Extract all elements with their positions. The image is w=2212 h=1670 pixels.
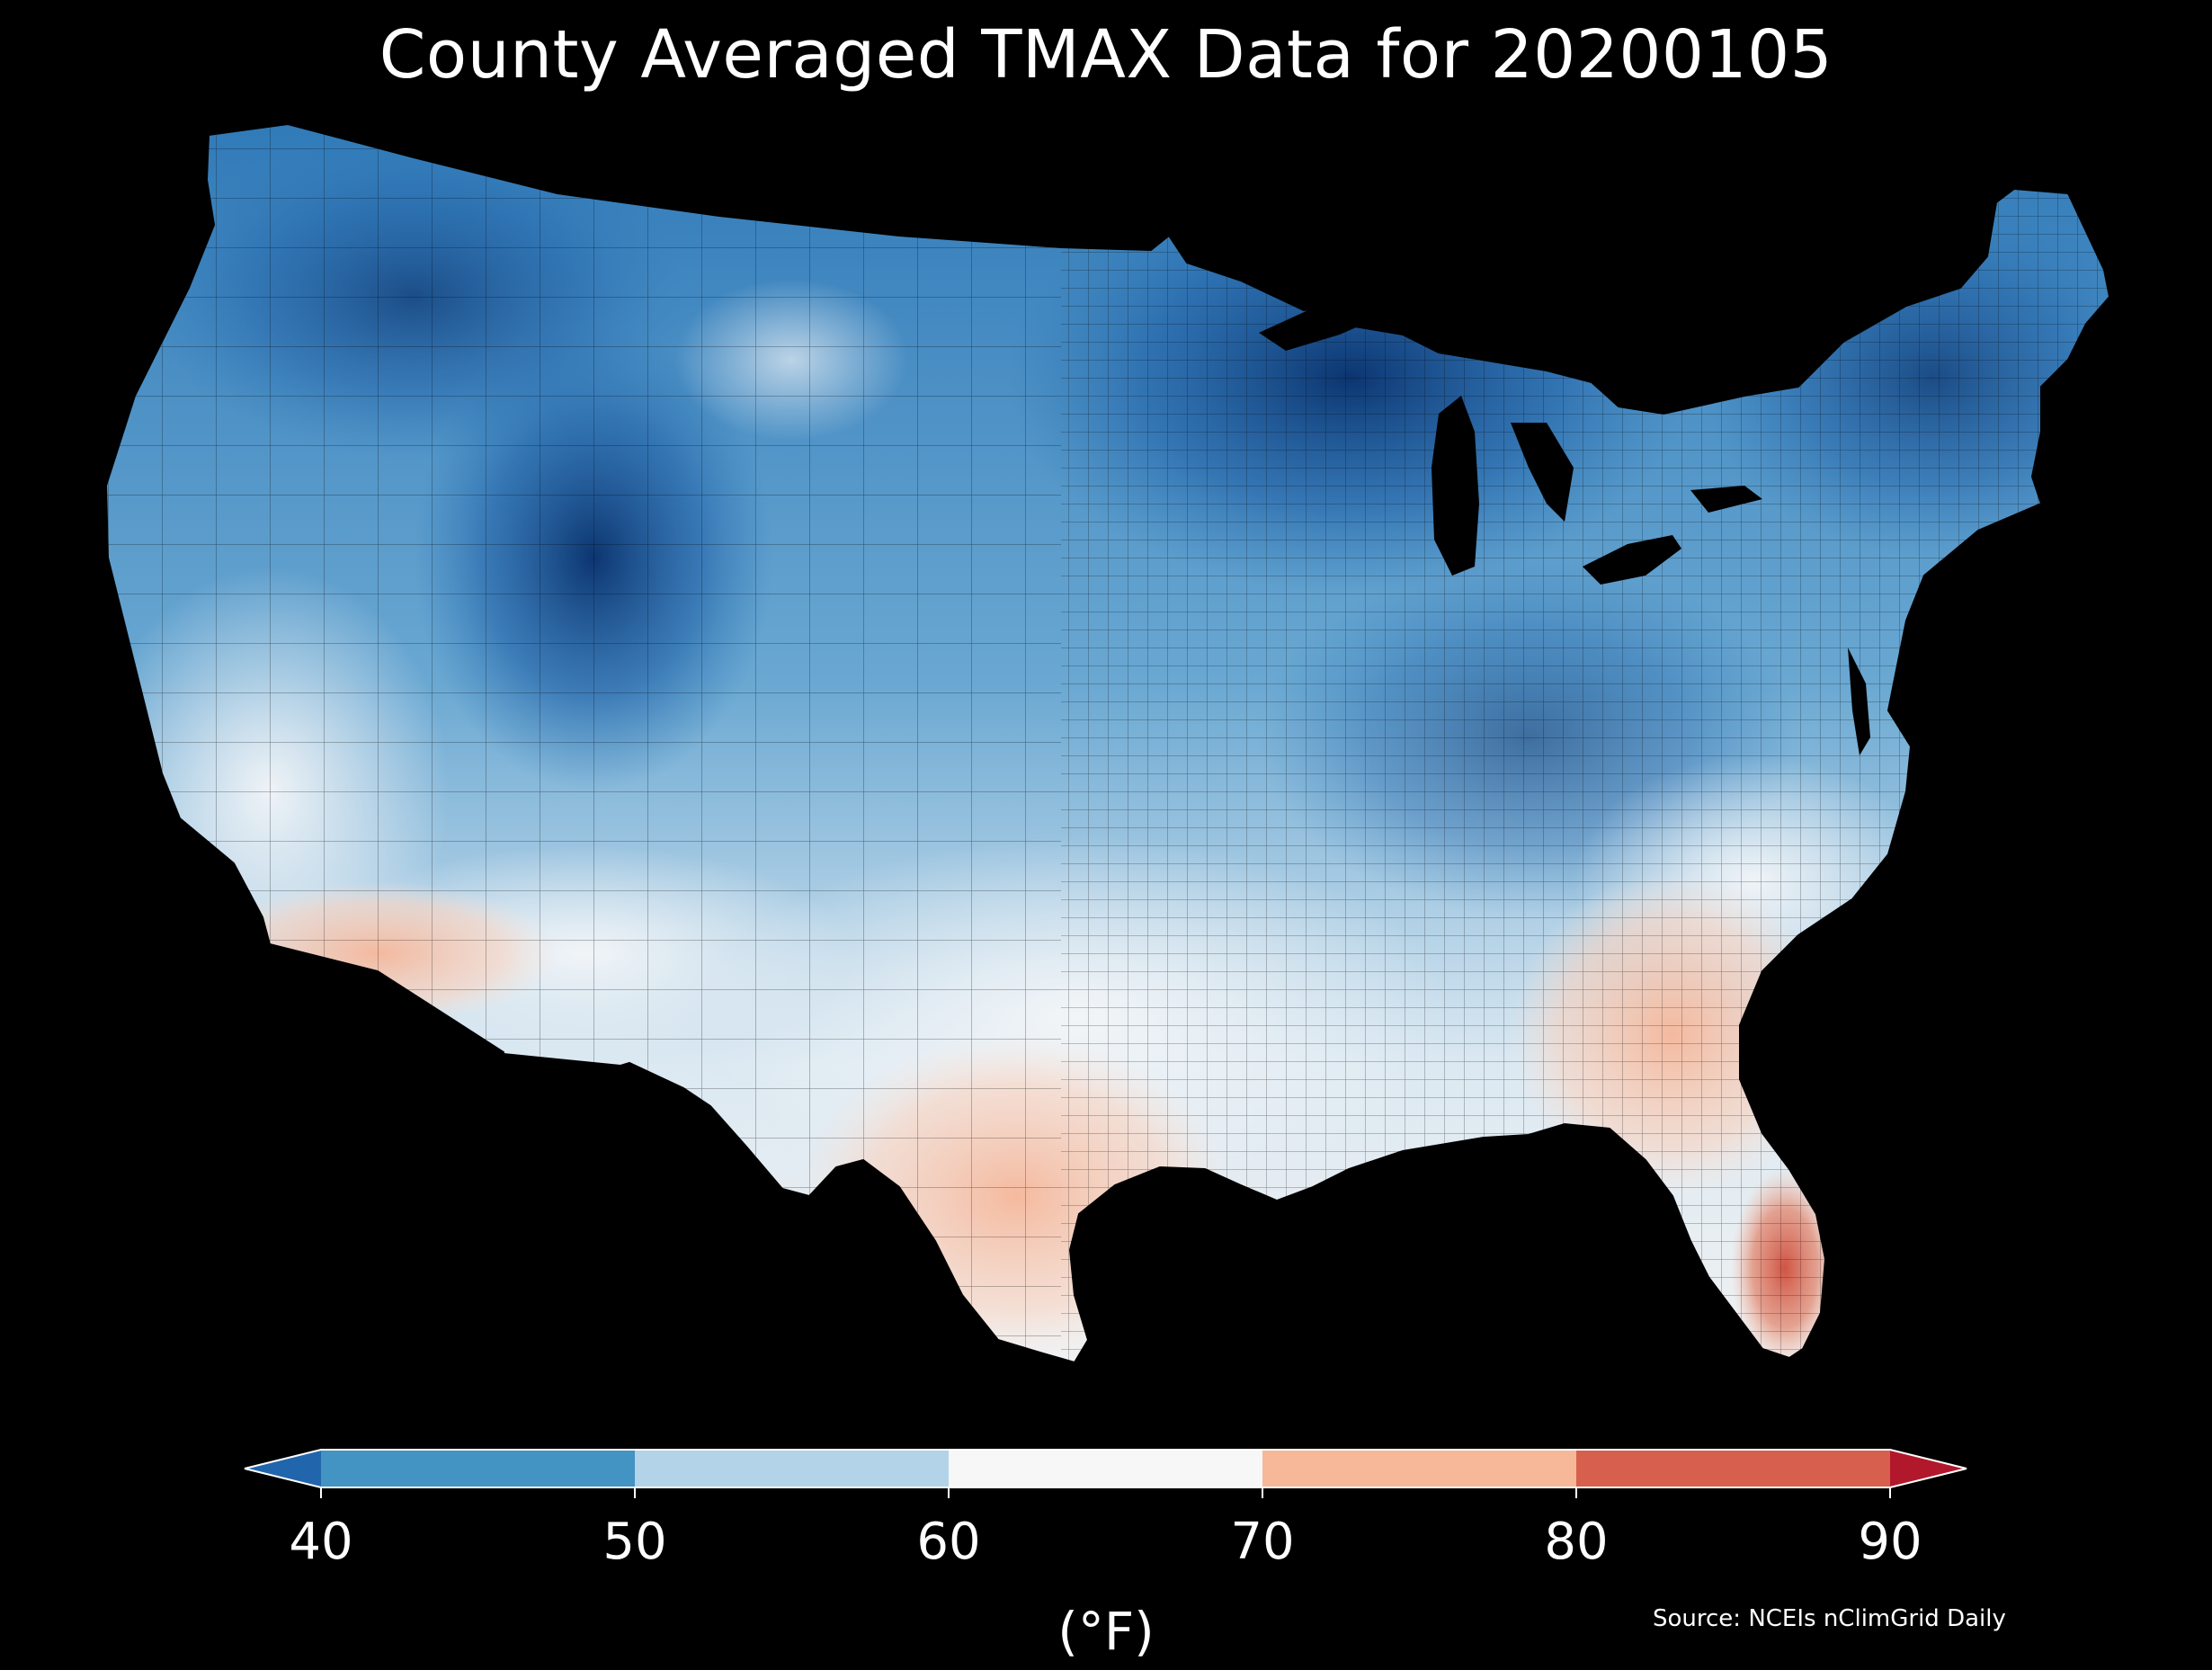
- colorbar-tick-label: 40: [289, 1513, 353, 1571]
- colorbar-bin-40-50: [321, 1450, 635, 1487]
- page-title: County Averaged TMAX Data for 20200105: [379, 16, 1833, 94]
- colorbar-units-label: (°F): [1057, 1601, 1155, 1662]
- colorbar-bin-60-70: [949, 1450, 1262, 1487]
- chesapeake-bay: [1848, 647, 1870, 755]
- colorbar-tick-label: 80: [1544, 1513, 1609, 1571]
- colorbar-tick-label: 60: [916, 1513, 981, 1571]
- colorbar-bin-70-80: [1262, 1450, 1576, 1487]
- colorbar-tick-label: 90: [1858, 1513, 1922, 1571]
- colorbar-bin-80-90: [1576, 1450, 1890, 1487]
- colorbar-tick-label: 50: [602, 1513, 667, 1571]
- colorbar-extend-high: [1890, 1450, 1967, 1487]
- colorbar-bin-50-60: [635, 1450, 949, 1487]
- great-lakes: [1259, 297, 1762, 585]
- conus-outline: [104, 122, 2111, 1364]
- colorbar-tick-label: 70: [1230, 1513, 1295, 1571]
- colorbar-extend-low: [245, 1450, 321, 1487]
- source-label: Source: NCEIs nClimGrid Daily: [1653, 1605, 2006, 1632]
